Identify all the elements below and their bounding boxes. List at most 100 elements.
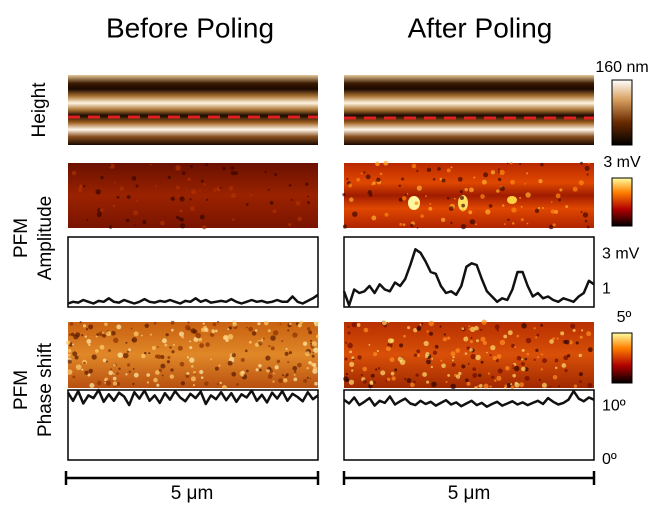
texture-dot [245, 326, 248, 329]
texture-dot [431, 357, 434, 360]
texture-dot [144, 323, 149, 329]
texture-dot [424, 354, 429, 359]
profile-frame [343, 236, 595, 308]
texture-dot [534, 208, 540, 214]
texture-dot [113, 181, 116, 184]
texture-dot [113, 373, 115, 375]
texture-dot [270, 335, 276, 341]
texture-dot [582, 212, 589, 218]
texture-dot [100, 175, 104, 180]
texture-dot [538, 179, 543, 184]
texture-dot [442, 337, 447, 342]
texture-dot [274, 365, 279, 370]
texture-dot [104, 381, 107, 384]
texture-dot [474, 386, 478, 390]
texture-dot [379, 172, 383, 176]
texture-dot [464, 352, 468, 355]
texture-dot [85, 328, 89, 331]
texture-dot [146, 373, 150, 377]
texture-dot [525, 337, 532, 344]
texture-dot [510, 179, 515, 185]
texture-dot [96, 380, 102, 386]
texture-dot [246, 369, 249, 373]
texture-dot [171, 350, 175, 354]
texture-dot [102, 334, 106, 338]
texture-dot [198, 189, 202, 192]
texture-dot [492, 355, 498, 361]
texture-dot [360, 373, 364, 377]
texture-dot [345, 372, 349, 376]
texture-dot [172, 343, 175, 346]
texture-dot [461, 327, 465, 331]
texture-dot [218, 364, 221, 367]
texture-dot [170, 196, 175, 201]
texture-dot [496, 354, 502, 359]
texture-dot [123, 352, 129, 359]
texture-dot [426, 330, 429, 333]
texture-dot [494, 324, 500, 330]
texture-dot [231, 371, 237, 377]
texture-dot [258, 341, 263, 346]
texture-dot [84, 335, 87, 338]
texture-dot [499, 186, 505, 192]
texture-dot [72, 351, 78, 357]
texture-dot [558, 384, 561, 388]
texture-dot [306, 201, 310, 205]
texture-dot [580, 211, 583, 214]
texture-dot [413, 353, 418, 357]
texture-dot [512, 364, 515, 367]
texture-dot [254, 329, 258, 332]
texture-dot [443, 333, 446, 336]
texture-dot [88, 368, 94, 374]
texture-dot [108, 349, 111, 352]
texture-dot [521, 323, 527, 329]
texture-dot [234, 171, 238, 176]
texture-dot [268, 344, 271, 348]
texture-dot [261, 338, 264, 341]
texture-dot [372, 181, 376, 185]
texture-dot [565, 205, 569, 209]
texture-dot [283, 378, 288, 383]
texture-dot [463, 336, 469, 342]
texture-dot [312, 351, 315, 354]
texture-dot [550, 201, 553, 203]
texture-dot [343, 376, 349, 382]
texture-dot [200, 179, 204, 183]
texture-dot [468, 210, 473, 215]
texture-dot [67, 348, 72, 353]
row-label: Amplitude [35, 196, 56, 281]
texture-dot [561, 363, 567, 368]
texture-dot [406, 378, 412, 383]
texture-dot [278, 378, 284, 384]
texture-dot [385, 346, 391, 352]
texture-dot [434, 344, 439, 349]
texture-dot [521, 361, 525, 366]
texture-dot [480, 194, 485, 199]
texture-dot [446, 196, 450, 200]
texture-dot [563, 355, 569, 361]
texture-dot [536, 333, 540, 337]
texture-dot [432, 178, 436, 181]
texture-dot [519, 196, 522, 199]
texture-dot [126, 194, 131, 199]
texture-dot [190, 165, 193, 168]
texture-dot [187, 321, 190, 324]
texture-dot [149, 333, 152, 336]
texture-dot [245, 203, 249, 206]
texture-dot [160, 220, 165, 226]
texture-dot [259, 368, 262, 372]
texture-dot [387, 321, 390, 323]
texture-dot [375, 368, 378, 371]
texture-dot [86, 339, 92, 344]
texture-dot [566, 354, 571, 358]
texture-dot [87, 373, 91, 377]
texture-dot [303, 378, 308, 384]
texture-dot [222, 167, 226, 171]
texture-dot [512, 367, 515, 370]
texture-dot [83, 361, 86, 365]
texture-dot [131, 337, 138, 343]
texture-dot [386, 377, 391, 382]
texture-dot [401, 177, 405, 181]
texture-dot [448, 206, 454, 211]
texture-dot [537, 206, 541, 210]
